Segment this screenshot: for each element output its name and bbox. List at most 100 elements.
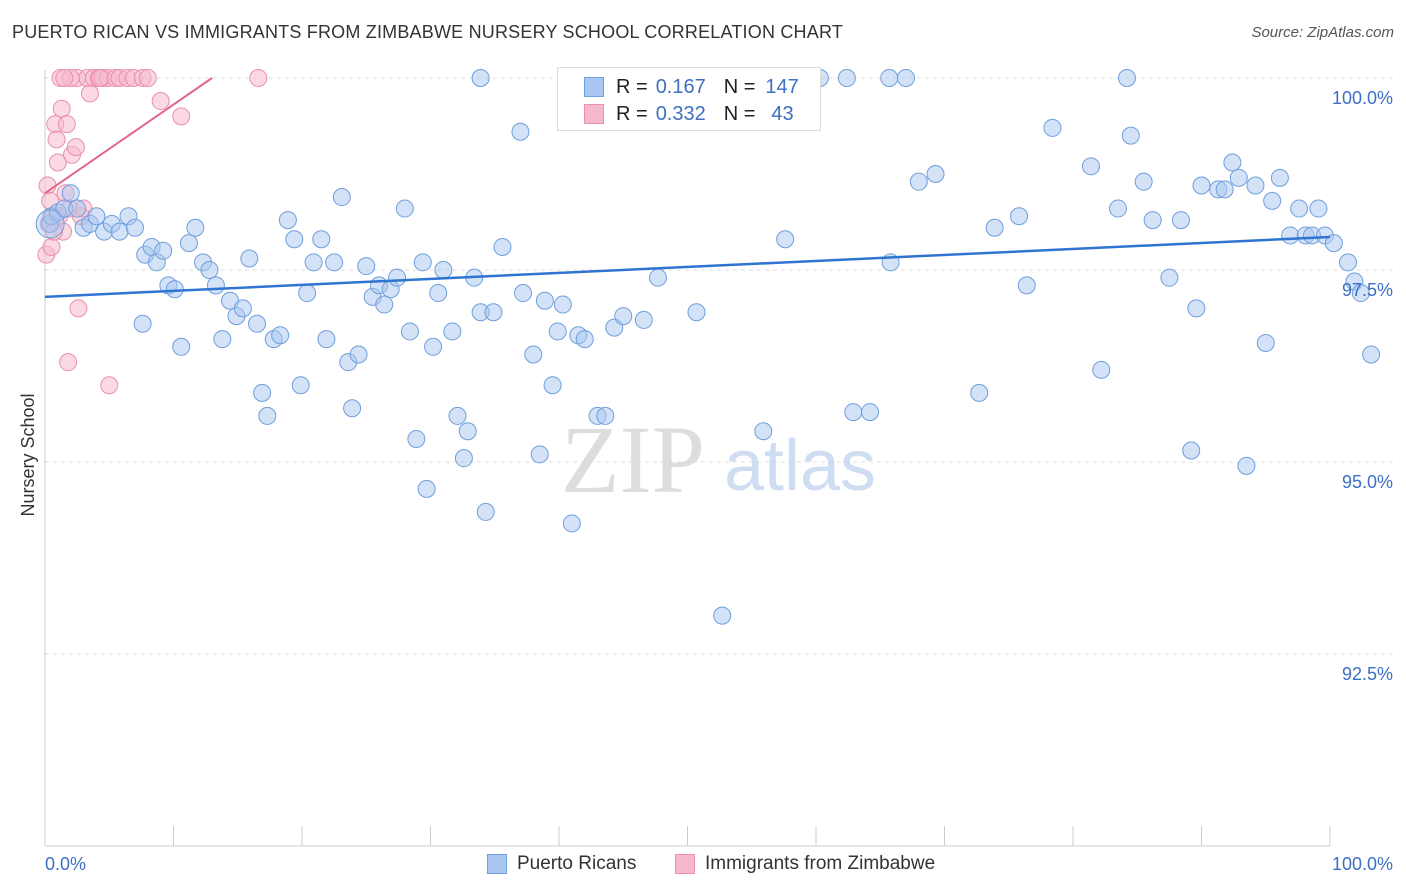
tick-labels: 92.5% 95.0% 97.5% 100.0% 0.0% 100.0%: [45, 88, 1393, 874]
data-point-puerto-rican: [909, 172, 928, 191]
data-point-puerto-rican: [458, 422, 477, 441]
data-point-puerto-rican: [1143, 211, 1162, 230]
x-tick-label-min: 0.0%: [45, 854, 86, 874]
data-point-puerto-rican: [1187, 299, 1206, 318]
data-point-puerto-rican: [562, 514, 581, 533]
data-point-puerto-rican: [429, 284, 448, 303]
data-point-puerto-rican: [1263, 191, 1282, 210]
data-point-puerto-rican: [1338, 253, 1357, 272]
data-point-zimbabwe: [55, 69, 74, 87]
data-point-zimbabwe: [57, 115, 76, 134]
series-puerto-rican-points: [35, 69, 1381, 625]
data-point-puerto-rican: [1215, 180, 1234, 199]
data-point-puerto-rican: [1171, 211, 1190, 230]
data-point-puerto-rican: [395, 199, 414, 218]
data-point-zimbabwe: [59, 353, 78, 372]
legend-r-label: R =: [616, 75, 648, 98]
data-point-puerto-rican: [1290, 199, 1309, 218]
data-point-puerto-rican: [206, 276, 225, 295]
data-point-puerto-rican: [553, 295, 572, 314]
data-point-puerto-rican: [407, 429, 426, 448]
legend-n-value: 43: [771, 102, 794, 125]
legend-r-value: 0.167: [655, 75, 706, 98]
data-point-puerto-rican: [880, 69, 899, 87]
data-point-puerto-rican: [970, 383, 989, 402]
data-point-zimbabwe: [80, 84, 99, 103]
data-point-puerto-rican: [68, 199, 87, 218]
data-point-puerto-rican: [291, 376, 310, 395]
data-point-puerto-rican: [530, 445, 549, 464]
data-point-zimbabwe: [91, 69, 110, 87]
data-point-puerto-rican: [240, 249, 259, 268]
data-point-puerto-rican: [375, 295, 394, 314]
data-point-puerto-rican: [687, 303, 706, 322]
data-point-puerto-rican: [413, 253, 432, 272]
data-point-puerto-rican: [424, 337, 443, 356]
data-point-puerto-rican: [860, 403, 879, 422]
data-point-zimbabwe: [151, 92, 170, 111]
legend-r-label: R =: [616, 102, 648, 125]
data-point-puerto-rican-cluster: [35, 209, 65, 239]
data-point-puerto-rican: [713, 606, 732, 625]
trend-line-puerto-rican: [44, 235, 1331, 299]
data-point-puerto-rican: [1270, 168, 1289, 187]
data-point-zimbabwe: [100, 376, 119, 395]
data-point-puerto-rican: [312, 230, 331, 249]
legend-n-label: N =: [723, 102, 756, 125]
data-point-puerto-rican: [1281, 226, 1300, 245]
watermark: ZIP atlas: [561, 406, 876, 513]
data-point-puerto-rican: [548, 322, 567, 341]
bottom-legend-swatch-blue: [487, 854, 507, 874]
y-tick-label: 95.0%: [1342, 472, 1393, 492]
data-point-zimbabwe: [138, 69, 157, 87]
data-point-puerto-rican: [1362, 345, 1381, 364]
data-point-puerto-rican: [434, 261, 453, 279]
data-point-puerto-rican: [511, 122, 530, 141]
y-tick-label: 97.5%: [1342, 280, 1393, 300]
data-point-puerto-rican: [233, 299, 252, 318]
data-point-puerto-rican: [388, 268, 407, 287]
data-point-puerto-rican: [304, 253, 323, 272]
data-point-puerto-rican: [1108, 199, 1127, 218]
data-point-puerto-rican: [258, 406, 277, 425]
data-point-zimbabwe: [172, 107, 191, 126]
data-point-puerto-rican: [87, 207, 106, 226]
y-axis-label: Nursery School: [18, 393, 38, 516]
data-point-puerto-rican: [484, 303, 503, 322]
data-point-puerto-rican: [985, 218, 1004, 237]
data-point-puerto-rican: [471, 69, 490, 87]
data-point-zimbabwe: [66, 138, 85, 157]
legend-row-zimbabwe: R = 0.332 N = 43: [558, 101, 794, 127]
y-tick-label: 92.5%: [1342, 664, 1393, 684]
data-point-puerto-rican: [1256, 333, 1275, 352]
data-point-puerto-rican: [596, 406, 615, 425]
data-point-puerto-rican: [1160, 268, 1179, 287]
legend-r-value: 0.332: [655, 102, 706, 125]
data-point-puerto-rican: [278, 211, 297, 230]
bottom-legend-label: Puerto Ricans: [517, 853, 637, 874]
x-tick-label-max: 100.0%: [1332, 854, 1393, 874]
data-point-puerto-rican: [1134, 172, 1153, 191]
data-point-puerto-rican: [543, 376, 562, 395]
data-point-zimbabwe: [47, 130, 66, 149]
data-point-puerto-rican: [248, 314, 267, 333]
data-point-puerto-rican: [1309, 199, 1328, 218]
data-point-puerto-rican: [172, 337, 191, 356]
data-point-puerto-rican: [1223, 153, 1242, 172]
data-point-puerto-rican: [343, 399, 362, 418]
data-point-puerto-rican: [1192, 176, 1211, 195]
data-point-puerto-rican: [186, 218, 205, 237]
data-point-puerto-rican: [317, 330, 336, 349]
data-point-puerto-rican: [844, 403, 863, 422]
data-point-puerto-rican: [535, 291, 554, 310]
data-point-puerto-rican: [110, 222, 129, 241]
data-point-zimbabwe: [52, 99, 71, 118]
data-point-puerto-rican: [837, 69, 856, 87]
legend-swatch-blue: [584, 77, 604, 97]
data-point-puerto-rican: [1246, 176, 1265, 195]
data-point-puerto-rican: [271, 326, 290, 345]
data-point-puerto-rican: [634, 310, 653, 329]
data-point-puerto-rican: [133, 314, 152, 333]
bottom-legend-zimbabwe: Immigrants from Zimbabwe: [675, 852, 935, 876]
data-point-puerto-rican: [349, 345, 368, 364]
